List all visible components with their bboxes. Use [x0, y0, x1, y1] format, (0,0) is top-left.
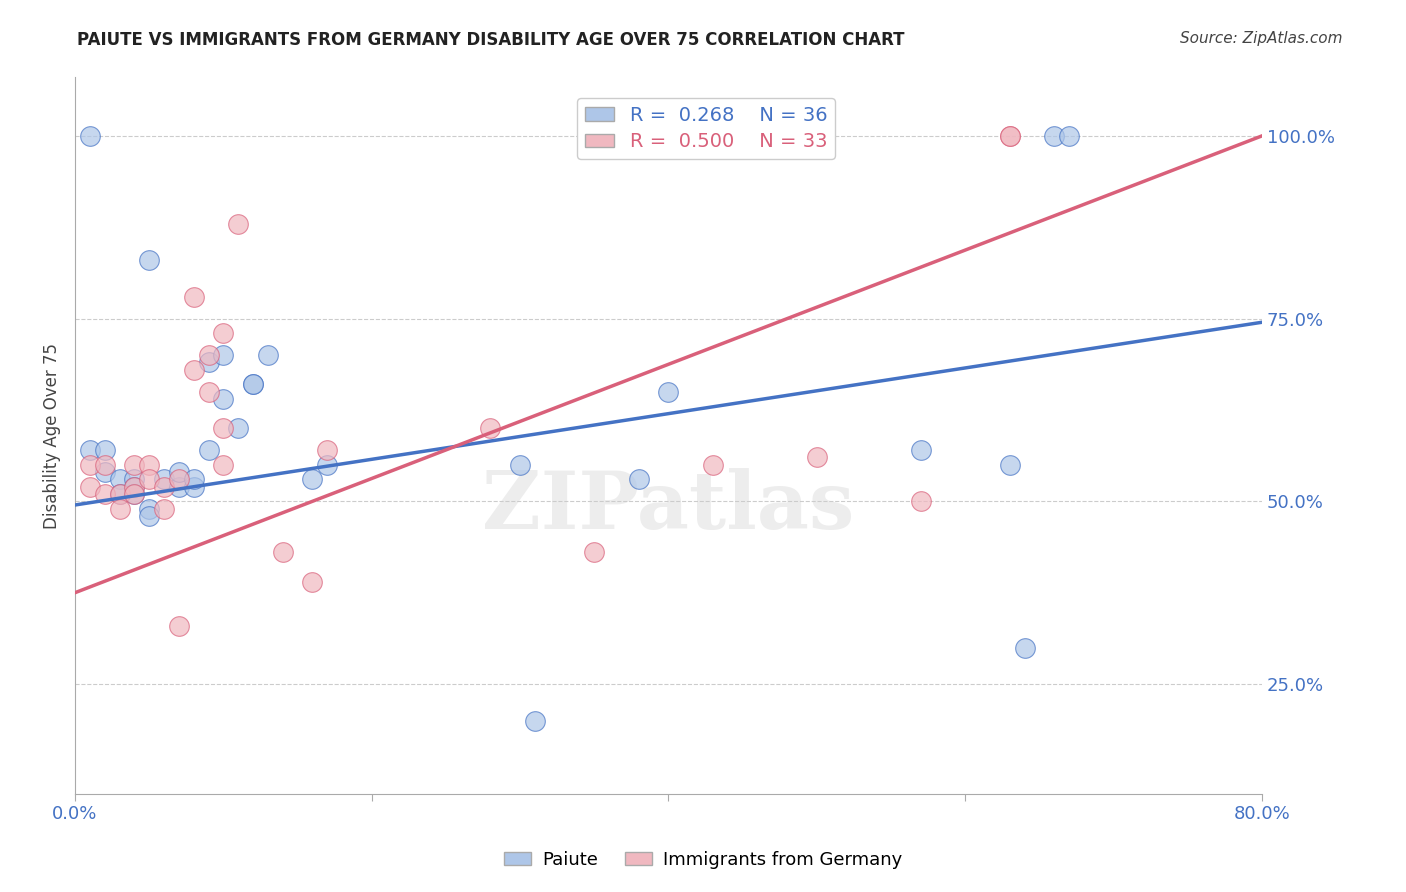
Point: [167, 465, 190, 479]
Point: [583, 545, 606, 559]
Point: [212, 326, 235, 341]
Point: [108, 501, 131, 516]
Point: [124, 487, 146, 501]
Point: [257, 348, 280, 362]
Point: [167, 480, 190, 494]
Point: [79, 480, 101, 494]
Point: [153, 501, 176, 516]
Point: [509, 458, 531, 472]
Text: ZIPatlas: ZIPatlas: [482, 468, 855, 546]
Point: [479, 421, 502, 435]
Point: [153, 472, 176, 486]
Point: [138, 472, 160, 486]
Point: [523, 714, 546, 728]
Y-axis label: Disability Age Over 75: Disability Age Over 75: [44, 343, 60, 529]
Point: [93, 458, 115, 472]
Legend: Paiute, Immigrants from Germany: Paiute, Immigrants from Germany: [496, 844, 910, 876]
Point: [271, 545, 294, 559]
Point: [316, 458, 339, 472]
Point: [910, 443, 932, 458]
Point: [301, 574, 323, 589]
Point: [183, 480, 205, 494]
Point: [1014, 640, 1036, 655]
Point: [138, 501, 160, 516]
Point: [124, 458, 146, 472]
Point: [242, 377, 264, 392]
Point: [79, 458, 101, 472]
Text: PAIUTE VS IMMIGRANTS FROM GERMANY DISABILITY AGE OVER 75 CORRELATION CHART: PAIUTE VS IMMIGRANTS FROM GERMANY DISABI…: [77, 31, 905, 49]
Point: [998, 128, 1021, 143]
Point: [138, 253, 160, 268]
Point: [167, 472, 190, 486]
Point: [242, 377, 264, 392]
Point: [212, 392, 235, 406]
Point: [197, 355, 219, 369]
Point: [93, 443, 115, 458]
Point: [108, 472, 131, 486]
Point: [226, 217, 249, 231]
Legend: R =  0.268    N = 36, R =  0.500    N = 33: R = 0.268 N = 36, R = 0.500 N = 33: [578, 98, 835, 160]
Point: [124, 472, 146, 486]
Point: [138, 458, 160, 472]
Point: [108, 487, 131, 501]
Point: [627, 472, 650, 486]
Point: [197, 348, 219, 362]
Point: [124, 480, 146, 494]
Point: [197, 443, 219, 458]
Point: [93, 487, 115, 501]
Point: [108, 487, 131, 501]
Point: [212, 421, 235, 435]
Point: [316, 443, 339, 458]
Point: [183, 290, 205, 304]
Point: [1057, 128, 1080, 143]
Point: [1043, 128, 1066, 143]
Point: [138, 508, 160, 523]
Point: [79, 128, 101, 143]
Point: [212, 348, 235, 362]
Point: [702, 458, 724, 472]
Point: [183, 472, 205, 486]
Point: [998, 458, 1021, 472]
Point: [197, 384, 219, 399]
Point: [124, 487, 146, 501]
Point: [124, 480, 146, 494]
Point: [226, 421, 249, 435]
Point: [806, 450, 828, 465]
Point: [212, 458, 235, 472]
Point: [657, 384, 679, 399]
Point: [79, 443, 101, 458]
Point: [167, 618, 190, 632]
Point: [910, 494, 932, 508]
Point: [998, 128, 1021, 143]
Point: [153, 480, 176, 494]
Point: [93, 465, 115, 479]
Point: [183, 363, 205, 377]
Text: Source: ZipAtlas.com: Source: ZipAtlas.com: [1180, 31, 1343, 46]
Point: [301, 472, 323, 486]
